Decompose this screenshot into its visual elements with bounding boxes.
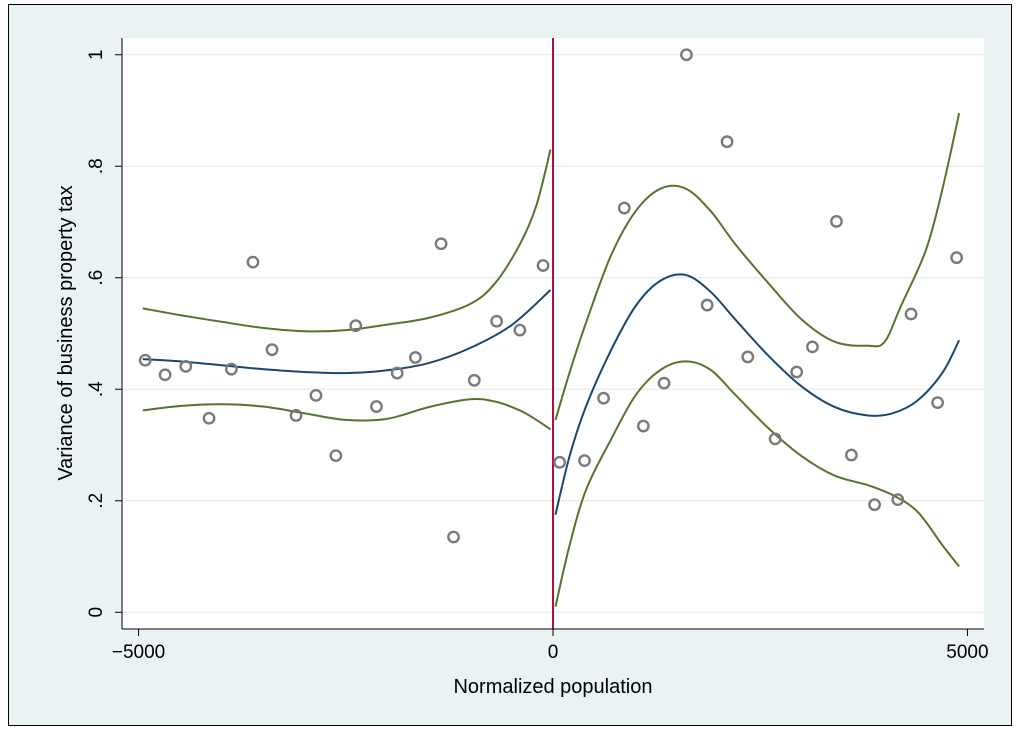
data-point xyxy=(553,455,567,469)
data-point xyxy=(931,396,944,410)
data-point xyxy=(806,340,819,354)
data-point xyxy=(844,448,858,462)
data-point xyxy=(700,298,714,312)
y-tick-label: .2 xyxy=(86,493,107,509)
data-point xyxy=(179,359,193,373)
data-point xyxy=(950,251,964,265)
data-point xyxy=(349,319,363,333)
y-tick-label: .8 xyxy=(86,158,107,174)
data-point xyxy=(370,400,383,413)
ci-lower-line-left xyxy=(142,397,552,431)
data-point xyxy=(329,449,343,463)
data-point xyxy=(513,323,527,337)
x-ticks: −5000 0 5000 xyxy=(112,629,989,663)
data-point xyxy=(657,376,671,390)
data-point xyxy=(447,530,460,544)
data-point xyxy=(246,255,260,269)
y-tick-label: .4 xyxy=(86,381,107,397)
ci-lower-line-right xyxy=(554,360,960,607)
y-axis-title: Variance of business property tax xyxy=(55,185,77,480)
data-point xyxy=(636,419,650,433)
data-point xyxy=(409,351,422,364)
data-point xyxy=(467,373,481,387)
y-ticks: 0 .2 .4 .6 .8 1 xyxy=(86,49,122,618)
data-point xyxy=(434,237,448,251)
data-point xyxy=(158,368,172,382)
data-point xyxy=(309,388,323,402)
data-point xyxy=(225,362,238,376)
y-tick-label: 0 xyxy=(86,607,107,618)
series-layer xyxy=(142,113,961,607)
data-point xyxy=(390,366,404,380)
data-point xyxy=(868,498,881,512)
fit-line-right xyxy=(554,273,961,515)
data-point xyxy=(768,432,782,446)
data-point xyxy=(138,353,152,367)
x-tick-label: 5000 xyxy=(946,642,988,663)
fit-line-left xyxy=(142,289,552,375)
data-point xyxy=(904,307,918,321)
data-point xyxy=(597,391,610,405)
data-point xyxy=(202,411,216,425)
points-layer xyxy=(138,48,964,544)
ci-upper-line-right xyxy=(554,113,961,421)
data-point xyxy=(790,365,804,379)
x-axis-title: Normalized population xyxy=(453,676,652,698)
data-point xyxy=(578,454,591,468)
data-point xyxy=(830,215,843,228)
data-point xyxy=(891,493,905,507)
x-tick-label: −5000 xyxy=(112,642,165,663)
data-point xyxy=(720,135,734,149)
y-tick-label: 1 xyxy=(86,49,107,60)
data-point xyxy=(741,350,755,364)
data-point xyxy=(680,48,693,62)
data-point xyxy=(617,201,631,215)
y-tick-label: .6 xyxy=(86,270,107,286)
ci-upper-line-left xyxy=(142,149,552,333)
data-point xyxy=(490,314,504,328)
data-point xyxy=(265,343,279,357)
data-point xyxy=(536,259,550,272)
data-point xyxy=(289,409,303,422)
x-tick-label: 0 xyxy=(548,642,559,663)
